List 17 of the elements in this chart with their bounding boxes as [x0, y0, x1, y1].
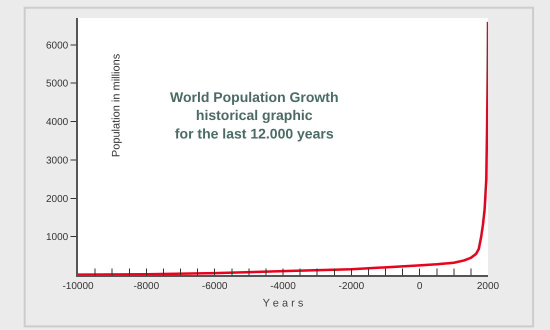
x-axis-title: Y e a r s	[262, 297, 304, 310]
y-tick-label: 4000	[46, 117, 69, 128]
y-axis-title: Population in millions	[110, 53, 122, 158]
x-tick-label: -8000	[134, 280, 160, 292]
x-tick-label: 2000	[476, 280, 500, 292]
y-tick-label: 5000	[46, 78, 69, 90]
line-series	[78, 20, 488, 275]
y-tick-label: 2000	[46, 194, 69, 205]
x-tick-label: -10000	[62, 280, 94, 292]
x-tick-label: -4000	[270, 280, 296, 292]
x-tick-label: -2000	[338, 280, 365, 292]
x-tick-label: 0	[416, 280, 423, 292]
y-tick-label: 6000	[46, 40, 69, 52]
text: World Population Growth historical graphic for the last 12.000 years	[170, 89, 338, 142]
x-tick-label: -6000	[202, 280, 228, 292]
y-tick-label: 3000	[46, 155, 69, 166]
y-tick-label: 1000	[46, 232, 69, 244]
